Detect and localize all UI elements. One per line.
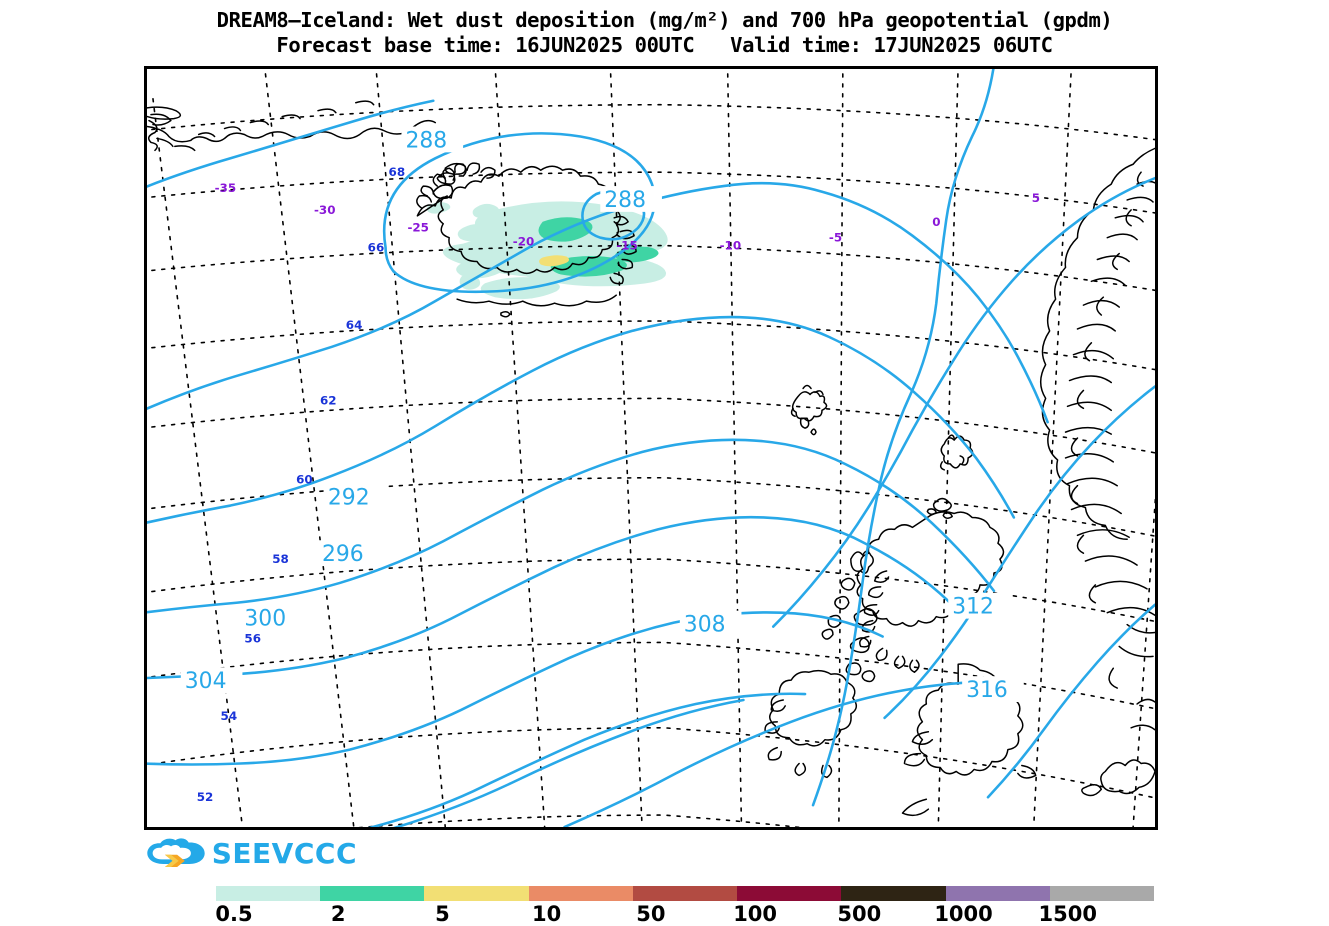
longitude-labels: -35 -30 -25 -20 -15 -10 -5 0 5 bbox=[215, 181, 1040, 253]
lat-label-68: 68 bbox=[389, 165, 406, 179]
seevccc-logo[interactable]: SEEVCCC bbox=[145, 833, 357, 875]
colorbar-segment bbox=[528, 886, 633, 901]
colorbar-tick-labels: 0.5 2 5 10 50 100 500 1000 1500 bbox=[215, 901, 1154, 926]
contour-label-292: 292 bbox=[328, 486, 370, 511]
lon-label-m25: -25 bbox=[407, 221, 429, 235]
lon-label-m30: -30 bbox=[314, 203, 336, 217]
colorbar-tick-label: 500 bbox=[837, 902, 882, 926]
map-panel[interactable]: 288 288 292 296 300 304 308 312 316 68 6… bbox=[144, 66, 1158, 830]
contour-label-masks bbox=[180, 126, 1024, 702]
contour-label-288b: 288 bbox=[604, 188, 646, 213]
colorbar-tick-label: 10 bbox=[532, 902, 562, 926]
colorbar-tick-label: 2 bbox=[330, 902, 346, 926]
contour-label-300: 300 bbox=[244, 607, 286, 632]
colorbar-segment bbox=[320, 886, 425, 901]
contour-label-288a: 288 bbox=[405, 128, 447, 153]
lon-label-m15: -15 bbox=[616, 239, 638, 253]
colorbar-segment bbox=[1049, 886, 1154, 901]
colorbar-segment bbox=[424, 886, 529, 901]
contour-label-316: 316 bbox=[966, 678, 1008, 703]
colorbar-segment bbox=[216, 886, 321, 901]
colorbar-tick-label: 1000 bbox=[934, 902, 993, 926]
contour-label-296: 296 bbox=[322, 542, 364, 567]
colorbar-tick-label: 5 bbox=[435, 902, 450, 926]
colorbar-segment bbox=[737, 886, 842, 901]
lon-label-m35: -35 bbox=[215, 181, 237, 195]
colorbar-tick-label: 1500 bbox=[1038, 902, 1097, 926]
geopotential-contours bbox=[147, 69, 1155, 827]
colorbar-segment bbox=[945, 886, 1050, 901]
colorbar-segment bbox=[841, 886, 946, 901]
lat-label-56: 56 bbox=[244, 631, 261, 645]
colorbar-tick-label: 100 bbox=[733, 902, 778, 926]
contour-label-308: 308 bbox=[684, 613, 726, 638]
lon-label-0: 0 bbox=[932, 215, 940, 229]
lat-label-52: 52 bbox=[197, 790, 214, 804]
lat-label-60: 60 bbox=[296, 473, 313, 487]
lat-label-58: 58 bbox=[272, 552, 289, 566]
map-canvas: 288 288 292 296 300 304 308 312 316 68 6… bbox=[147, 69, 1155, 827]
lat-label-54: 54 bbox=[221, 709, 238, 723]
deposition-colorbar[interactable]: 0.5 2 5 10 50 100 500 1000 1500 bbox=[215, 886, 1154, 926]
forecast-time-subtitle: Forecast base time: 16JUN2025 00UTC Vali… bbox=[276, 33, 1053, 57]
contour-label-304: 304 bbox=[185, 669, 227, 694]
colorbar-segment bbox=[632, 886, 738, 901]
page-title: DREAM8—Iceland: Wet dust deposition (mg/… bbox=[216, 8, 1113, 32]
logo-text: SEEVCCC bbox=[211, 837, 357, 870]
contour-labels: 288 288 292 296 300 304 308 312 316 bbox=[185, 128, 1008, 703]
contour-label-312: 312 bbox=[952, 595, 994, 620]
colorbar-tick-label: 50 bbox=[636, 902, 666, 926]
latitude-labels: 68 66 64 62 60 58 56 54 52 50 bbox=[197, 165, 406, 804]
lat-label-62: 62 bbox=[320, 393, 337, 407]
lat-label-66: 66 bbox=[368, 241, 385, 255]
lon-label-m5: -5 bbox=[829, 231, 842, 245]
lon-label-m10: -10 bbox=[720, 239, 742, 253]
coastlines bbox=[147, 100, 1155, 817]
chart-title-block: DREAM8—Iceland: Wet dust deposition (mg/… bbox=[0, 8, 1329, 58]
colorbar-swatches bbox=[216, 886, 1154, 901]
lon-label-5: 5 bbox=[1032, 191, 1040, 205]
lat-label-64: 64 bbox=[346, 318, 363, 332]
lon-label-m20: -20 bbox=[513, 235, 535, 249]
colorbar-tick-label: 0.5 bbox=[215, 902, 253, 926]
cloud-arrow-icon bbox=[147, 838, 205, 868]
